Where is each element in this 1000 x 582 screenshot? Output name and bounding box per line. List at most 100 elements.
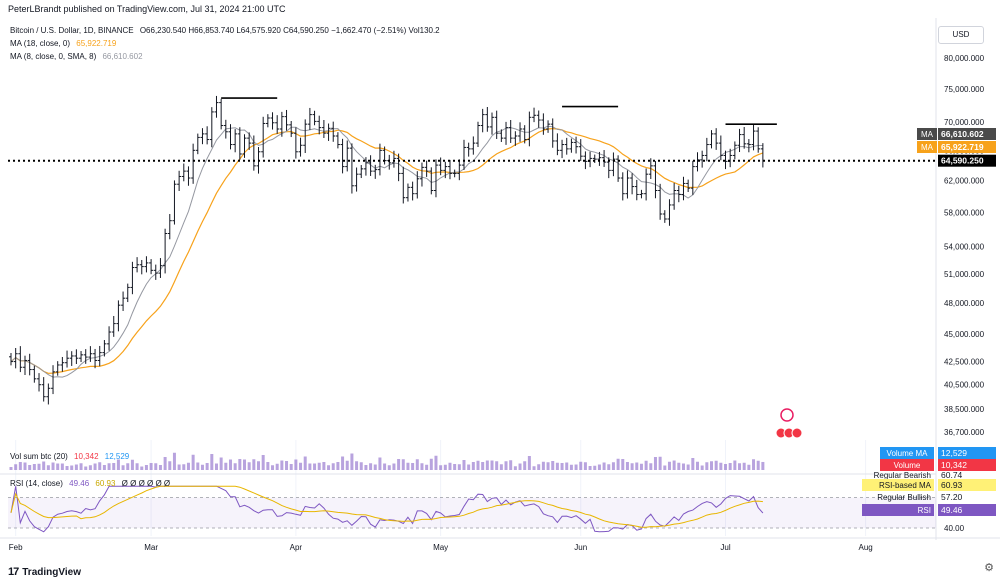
ohlc-bar bbox=[419, 162, 424, 187]
symbol-title[interactable]: Bitcoin / U.S. Dollar, 1D, BINANCE bbox=[10, 26, 134, 35]
volume-bar bbox=[336, 462, 340, 470]
volume-bar bbox=[714, 460, 718, 470]
volume-bar bbox=[98, 462, 102, 470]
volume-bar bbox=[271, 465, 275, 470]
ohlc-bar bbox=[186, 166, 191, 186]
ohlc-bar bbox=[18, 346, 23, 373]
volume-bar bbox=[233, 463, 237, 470]
ma8-line bbox=[10, 125, 763, 378]
volume-bar bbox=[23, 462, 27, 470]
volume-bar bbox=[46, 465, 50, 470]
ohlc-bar bbox=[583, 151, 588, 170]
volume-bar bbox=[88, 465, 92, 470]
volume-legend[interactable]: Vol sum btc (20) 10,342 12,529 bbox=[10, 452, 129, 461]
ohlc-bar bbox=[242, 134, 247, 158]
ohlc-bar bbox=[158, 258, 163, 278]
annotations bbox=[8, 97, 936, 439]
price-tick-label: 48,000.000 bbox=[944, 299, 985, 308]
volume-bar bbox=[327, 465, 331, 470]
volume-bar bbox=[266, 462, 270, 470]
ohlc-bar bbox=[709, 130, 714, 149]
volume-bar bbox=[214, 463, 218, 470]
ohlc-bar bbox=[270, 112, 275, 130]
ohlc-bar bbox=[130, 261, 135, 295]
rsi-badge-label-bg bbox=[862, 479, 934, 491]
volume-bar bbox=[420, 463, 424, 470]
ohlc-bar bbox=[518, 122, 523, 142]
rsi-badge-value-bg bbox=[938, 504, 996, 516]
volume-bar bbox=[724, 464, 728, 470]
ohlc-bar bbox=[209, 107, 214, 148]
volume-bar bbox=[457, 464, 461, 470]
rsi-legend[interactable]: RSI (14, close) 49.46 60.93 Ø Ø Ø Ø Ø Ø bbox=[10, 479, 170, 488]
volume-bar bbox=[705, 462, 709, 470]
ma18-legend[interactable]: MA (18, close, 0) 65,922.719 bbox=[10, 39, 116, 48]
ohlc-bar bbox=[149, 259, 154, 275]
volume-bar bbox=[112, 463, 116, 470]
volume-bar bbox=[93, 463, 97, 470]
ohlc-bar bbox=[466, 142, 471, 157]
ohlc-bar bbox=[51, 365, 56, 395]
ohlc-bar bbox=[275, 115, 280, 134]
volume-badge-value-bg bbox=[938, 459, 996, 471]
volume-bar bbox=[149, 463, 153, 470]
volume-bar bbox=[597, 464, 601, 470]
volume-bar bbox=[84, 466, 88, 470]
volume-bar bbox=[415, 459, 419, 470]
volume-bar bbox=[257, 461, 261, 470]
volume-bar bbox=[144, 465, 148, 470]
ohlc-bar bbox=[349, 143, 354, 194]
ma8-legend[interactable]: MA (8, close, 0, SMA, 8) 66,610.602 bbox=[10, 52, 143, 61]
gear-icon[interactable]: ⚙ bbox=[984, 562, 994, 574]
ohlc-bar bbox=[60, 356, 65, 372]
ohlc-bar bbox=[284, 109, 289, 131]
volume-bar bbox=[406, 462, 410, 470]
ohlc-bar bbox=[326, 123, 331, 141]
volume-bar bbox=[471, 462, 475, 470]
volume-bar bbox=[411, 463, 415, 470]
ohlc-bar bbox=[588, 151, 593, 168]
tradingview-logo-icon: 17 bbox=[8, 566, 19, 578]
price-tick-label: 58,000.000 bbox=[944, 208, 985, 217]
volume-bar bbox=[583, 462, 587, 470]
ohlc-bar bbox=[625, 170, 630, 199]
ma8-badge-tag-bg bbox=[917, 128, 937, 140]
volume-bar bbox=[747, 464, 751, 470]
ohlc-bar bbox=[424, 160, 429, 177]
currency-button[interactable]: USD bbox=[938, 26, 984, 44]
ohlc-bar bbox=[578, 139, 583, 162]
volume-bar bbox=[681, 463, 685, 470]
volume-bar bbox=[635, 462, 639, 470]
volume-bar bbox=[285, 461, 289, 470]
volume-bar bbox=[546, 462, 550, 470]
rsi-ma-path bbox=[10, 485, 763, 528]
ohlc-bar bbox=[107, 326, 112, 351]
ma8-badge: MA 66,610.602 bbox=[917, 128, 996, 140]
ohlc-bar bbox=[681, 176, 686, 201]
ohlc-bar bbox=[177, 170, 182, 191]
rsi-badge-label: Regular Bullish bbox=[877, 493, 931, 502]
volume-bar bbox=[443, 464, 447, 470]
volume-bar bbox=[752, 459, 756, 470]
volume-bar bbox=[359, 462, 363, 470]
volume-bar bbox=[397, 459, 401, 470]
ohlc-bar bbox=[443, 161, 448, 179]
volume-bar bbox=[738, 463, 742, 470]
axis-badges: MA 66,610.602 MA 65,922.719 64,590.250 Volume… bbox=[862, 128, 996, 516]
tradingview-footer[interactable]: 17 TradingView bbox=[8, 566, 81, 578]
ohlc-bar bbox=[303, 119, 308, 154]
ohlc-bar bbox=[219, 98, 224, 130]
ohlc-bar bbox=[732, 141, 737, 160]
ma18-badge-value: 65,922.719 bbox=[941, 142, 984, 152]
ohlc-bar bbox=[746, 139, 751, 153]
price-axis: 80,000.000 75,000.000 70,000.000 66,000.000… bbox=[944, 54, 985, 437]
ma8-value: 66,610.602 bbox=[102, 52, 143, 61]
volume-bar bbox=[434, 455, 438, 470]
ohlc-bar bbox=[676, 185, 681, 203]
ohlc-bar bbox=[546, 120, 551, 133]
rsi-axis-label: 40.00 bbox=[944, 524, 965, 533]
ohlc-bar bbox=[144, 256, 149, 273]
volume-bar bbox=[448, 462, 452, 470]
ohlc-bar bbox=[476, 121, 480, 147]
volume-bar bbox=[60, 463, 64, 470]
